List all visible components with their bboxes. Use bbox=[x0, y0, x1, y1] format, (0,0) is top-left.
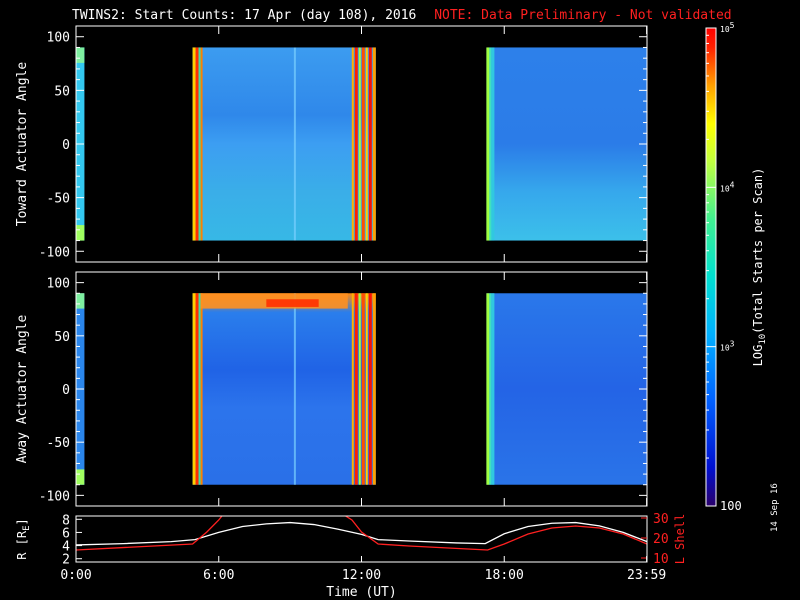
y-tick-label: 50 bbox=[54, 330, 70, 345]
y-tick-label: -50 bbox=[47, 436, 70, 451]
y2-tick-label: 30 bbox=[653, 512, 669, 527]
y-tick-label: -100 bbox=[39, 245, 70, 260]
y-tick-label: 8 bbox=[62, 513, 70, 528]
colorbar-tick-label: 104 bbox=[720, 180, 735, 193]
y-axis-label: Toward Actuator Angle bbox=[15, 62, 30, 227]
edge-stripe bbox=[192, 47, 196, 241]
edge-stripe bbox=[354, 47, 358, 241]
edge-stripe bbox=[195, 293, 199, 485]
preliminary-note: NOTE: Data Preliminary - Not validated bbox=[434, 8, 732, 23]
radius-line bbox=[76, 521, 647, 546]
y-tick-label: 2 bbox=[62, 553, 70, 568]
orbit-y2-label: L Shell bbox=[673, 514, 687, 565]
edge-stripe bbox=[372, 293, 376, 485]
edge-stripe bbox=[491, 47, 495, 241]
edge-stripe bbox=[192, 293, 196, 485]
colorbar bbox=[705, 27, 717, 507]
edge-stripe bbox=[368, 47, 372, 241]
x-tick-label: 0:00 bbox=[60, 568, 91, 583]
colorbar-tick-label: 105 bbox=[720, 21, 735, 34]
heatmap-block bbox=[486, 47, 647, 241]
edge-stripe bbox=[358, 47, 361, 241]
edge-stripe bbox=[368, 293, 372, 485]
heatmap-block-edge bbox=[76, 225, 85, 241]
edge-stripe bbox=[354, 293, 358, 485]
y-tick-label: 6 bbox=[62, 526, 70, 541]
hot-band bbox=[266, 299, 319, 307]
heatmap-away bbox=[76, 293, 647, 485]
orbit-y-label: R [RE] bbox=[15, 518, 32, 560]
heatmap-block bbox=[192, 293, 376, 485]
y2-tick-label: 10 bbox=[653, 552, 669, 567]
y2-tick-label: 20 bbox=[653, 532, 669, 547]
y-tick-label: -50 bbox=[47, 192, 70, 207]
y-axis-label: Away Actuator Angle bbox=[15, 314, 30, 463]
edge-stripe bbox=[361, 47, 365, 241]
edge-stripe bbox=[365, 293, 368, 485]
y-tick-label: 50 bbox=[54, 84, 70, 99]
orbit-lines bbox=[76, 516, 647, 551]
edge-stripe bbox=[365, 47, 368, 241]
colorbar-label: LOG10(Total Starts per Scan) bbox=[751, 168, 768, 367]
heatmap-block bbox=[486, 293, 647, 485]
heatmap-block-edge bbox=[76, 47, 85, 63]
colorbar-bottom-label: 100 bbox=[720, 499, 742, 513]
edge-stripe bbox=[351, 47, 354, 241]
lshell-line bbox=[76, 516, 647, 551]
heatmap-block-edge bbox=[76, 293, 85, 309]
x-tick-label: 6:00 bbox=[203, 568, 234, 583]
edge-stripe bbox=[351, 293, 354, 485]
edge-stripe bbox=[361, 293, 365, 485]
y-tick-label: -100 bbox=[39, 489, 70, 504]
y-tick-label: 100 bbox=[47, 31, 70, 46]
edge-stripe bbox=[195, 47, 199, 241]
y-tick-label: 100 bbox=[47, 277, 70, 292]
y-tick-label: 0 bbox=[62, 383, 70, 398]
title-row: TWINS2: Start Counts: 17 Apr (day 108), … bbox=[72, 8, 732, 23]
x-tick-label: 18:00 bbox=[485, 568, 524, 583]
edge-stripe bbox=[489, 293, 492, 485]
edge-stripe bbox=[372, 47, 376, 241]
heatmap-block-edge bbox=[76, 469, 85, 485]
colorbar-tick-label: 103 bbox=[720, 340, 735, 353]
edge-stripe bbox=[200, 293, 203, 485]
y-tick-label: 4 bbox=[62, 540, 70, 555]
date-stamp: 14 Sep 16 bbox=[770, 483, 780, 532]
edge-stripe bbox=[489, 47, 492, 241]
heatmap-block bbox=[192, 47, 376, 241]
y-tick-label: 0 bbox=[62, 138, 70, 153]
edge-stripe bbox=[491, 293, 495, 485]
edge-stripe bbox=[200, 47, 203, 241]
x-tick-label: 23:59 bbox=[627, 568, 666, 583]
x-tick-label: 12:00 bbox=[342, 568, 381, 583]
heatmap-toward bbox=[76, 47, 647, 241]
chart-title: TWINS2: Start Counts: 17 Apr (day 108), … bbox=[72, 8, 417, 23]
edge-stripe bbox=[198, 293, 201, 485]
edge-stripe bbox=[486, 293, 490, 485]
edge-stripe bbox=[198, 47, 201, 241]
x-axis-label: Time (UT) bbox=[326, 585, 396, 600]
edge-stripe bbox=[486, 47, 490, 241]
edge-stripe bbox=[358, 293, 361, 485]
